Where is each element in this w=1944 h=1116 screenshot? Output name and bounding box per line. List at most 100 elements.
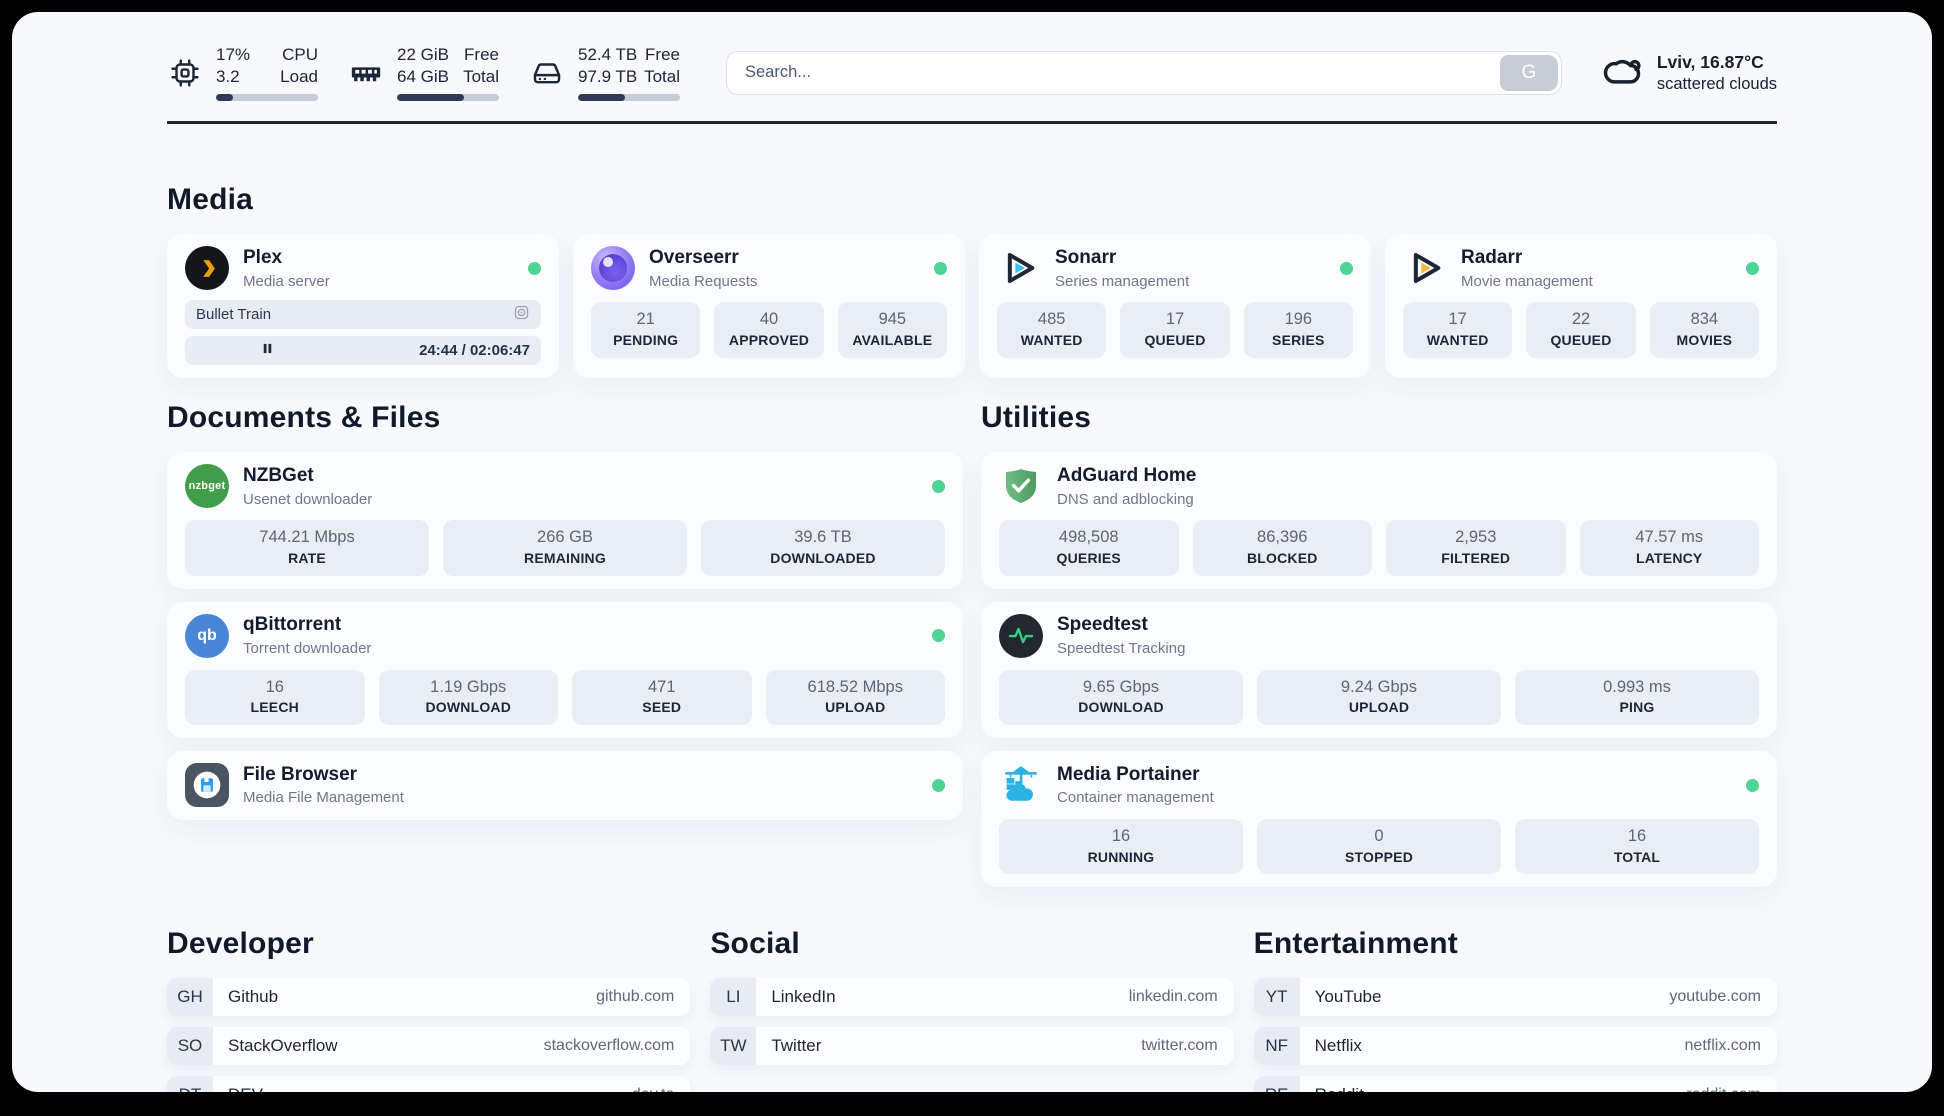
app-card-portainer[interactable]: Media Portainer Container management 16 … <box>981 751 1777 888</box>
stat-pill: 1.19 Gbps DOWNLOAD <box>378 669 558 726</box>
bookmarks-column-developer: Developer GH Github github.com SO StackO… <box>167 926 691 1092</box>
search-input[interactable] <box>726 50 1562 95</box>
bookmark-badge: YT <box>1253 978 1300 1017</box>
qbittorrent-icon: qb <box>185 613 229 658</box>
app-card-filebrowser[interactable]: File Browser Media File Management <box>167 751 963 821</box>
bookmark-row-stackoverflow[interactable]: SO StackOverflow stackoverflow.com <box>167 1027 691 1066</box>
search-engine-button[interactable]: G <box>1499 54 1558 91</box>
app-card-speedtest[interactable]: Speedtest Speedtest Tracking 9.65 Gbps D… <box>981 601 1777 739</box>
portainer-icon <box>999 763 1043 807</box>
app-name: qBittorrent <box>243 614 342 636</box>
stat-pill: 266 GB REMAINING <box>443 520 687 576</box>
bookmark-row-reddit[interactable]: RE Reddit reddit.com <box>1253 1076 1777 1092</box>
stat-value: 471 <box>647 677 676 696</box>
app-name: AdGuard Home <box>1057 464 1197 486</box>
app-card-nzbget[interactable]: nzbget NZBGet Usenet downloader 744.21 M… <box>167 452 963 589</box>
bookmark-badge: TW <box>710 1027 757 1066</box>
pause-button[interactable] <box>261 342 274 359</box>
stat-label: DOWNLOAD <box>425 699 512 716</box>
bookmark-url: stackoverflow.com <box>543 1037 675 1055</box>
search-bar: G <box>726 50 1562 95</box>
disk-widget: 52.4 TB 97.9 TB Free Total <box>529 44 680 102</box>
stat-label: REMAINING <box>524 549 606 566</box>
cloud-icon <box>1600 48 1644 97</box>
stat-value: 196 <box>1284 310 1313 329</box>
nzbget-icon-text: nzbget <box>188 480 226 493</box>
qbittorrent-icon-text: qb <box>197 626 217 644</box>
stat-value: 22 <box>1571 310 1591 329</box>
status-dot <box>528 261 541 275</box>
stat-label: STOPPED <box>1344 848 1414 865</box>
stat-label: SERIES <box>1272 331 1325 348</box>
plex-icon <box>185 246 229 291</box>
app-subtitle: Container management <box>1057 789 1214 807</box>
stat-label: UPLOAD <box>825 699 886 716</box>
app-subtitle: Movie management <box>1461 272 1593 290</box>
app-subtitle: Torrent downloader <box>243 640 372 657</box>
stat-pill: 9.24 Gbps UPLOAD <box>1257 669 1501 726</box>
app-card-radarr[interactable]: Radarr Movie management 17 WANTED 22 QUE… <box>1385 234 1777 379</box>
bookmark-badge: GH <box>167 978 213 1017</box>
stat-label: DOWNLOAD <box>1078 699 1164 716</box>
bookmark-badge: RE <box>1253 1076 1300 1092</box>
bookmark-badge: NF <box>1253 1027 1300 1066</box>
radarr-icon <box>1403 246 1447 290</box>
memory-progress-bar <box>397 94 499 102</box>
app-name: Speedtest <box>1057 614 1148 636</box>
cpu-widget: 17% 3.2 CPU Load <box>167 44 318 102</box>
stat-value: 618.52 Mbps <box>807 677 903 696</box>
section-title-social: Social <box>710 927 800 961</box>
cpu-progress-bar <box>216 94 318 102</box>
bookmark-row-youtube[interactable]: YT YouTube youtube.com <box>1253 978 1777 1017</box>
hard-drive-icon <box>529 55 565 91</box>
documents-column: Documents & Files nzbget NZBGet Usenet d… <box>167 400 963 900</box>
stat-value: 0.993 ms <box>1603 677 1671 696</box>
app-name: Media Portainer <box>1057 763 1200 785</box>
stat-label: PING <box>1619 699 1655 716</box>
stat-value: 266 GB <box>537 528 593 547</box>
top-bar: 17% 3.2 CPU Load <box>167 12 1777 102</box>
app-card-sonarr[interactable]: Sonarr Series management 485 WANTED 17 Q… <box>979 234 1371 379</box>
stat-pill: 0 STOPPED <box>1257 819 1501 875</box>
bookmark-label: Reddit <box>1315 1085 1364 1092</box>
stat-label: TOTAL <box>1613 848 1661 865</box>
sonarr-icon <box>997 246 1041 290</box>
memory-free-value: 22 GiB <box>397 45 449 64</box>
playback-time: 24:44 / 02:06:47 <box>419 342 530 360</box>
app-card-adguard[interactable]: AdGuard Home DNS and adblocking 498,508 … <box>981 452 1777 589</box>
bookmark-row-twitter[interactable]: TW Twitter twitter.com <box>710 1027 1234 1066</box>
status-dot <box>932 778 945 792</box>
cpu-load-label: Load <box>280 67 318 87</box>
stat-pill: 22 QUEUED <box>1526 302 1636 358</box>
stat-value: 1.19 Gbps <box>430 677 507 696</box>
bookmark-url: youtube.com <box>1669 988 1761 1006</box>
stat-pill: 16 LEECH <box>185 669 365 726</box>
cpu-icon <box>167 55 203 91</box>
bookmark-row-linkedin[interactable]: LI LinkedIn linkedin.com <box>710 978 1234 1017</box>
status-dot <box>932 479 945 493</box>
app-card-plex[interactable]: Plex Media server Bullet Train <box>167 234 559 379</box>
bookmark-row-netflix[interactable]: NF Netflix netflix.com <box>1253 1027 1777 1066</box>
bookmark-row-github[interactable]: GH Github github.com <box>167 978 691 1017</box>
app-name: Plex <box>243 246 283 268</box>
stat-label: BLOCKED <box>1246 549 1318 566</box>
stat-pill: 47.57 ms LATENCY <box>1579 520 1759 576</box>
app-name: Sonarr <box>1055 246 1117 268</box>
stat-value: 86,396 <box>1257 528 1308 547</box>
stat-value: 498,508 <box>1058 528 1119 547</box>
stat-value: 17 <box>1448 310 1467 329</box>
status-dot <box>932 629 945 643</box>
disk-progress-bar <box>578 94 680 102</box>
bookmark-row-dev[interactable]: DT DEV dev.to <box>167 1076 691 1092</box>
bookmark-url: dev.to <box>632 1086 674 1092</box>
app-card-overseerr[interactable]: Overseerr Media Requests 21 PENDING 40 A… <box>573 234 965 379</box>
adguard-icon <box>999 464 1043 508</box>
bookmark-url: netflix.com <box>1684 1037 1761 1055</box>
stat-label: QUEUED <box>1550 331 1612 348</box>
disk-free-label: Free <box>645 45 680 64</box>
stat-pill: 86,396 BLOCKED <box>1192 520 1372 576</box>
now-playing-session-icon[interactable] <box>513 304 530 325</box>
app-card-qbittorrent[interactable]: qb qBittorrent Torrent downloader 16 LEE… <box>167 601 963 739</box>
stat-label: AVAILABLE <box>852 331 933 348</box>
overseerr-icon <box>591 246 635 291</box>
